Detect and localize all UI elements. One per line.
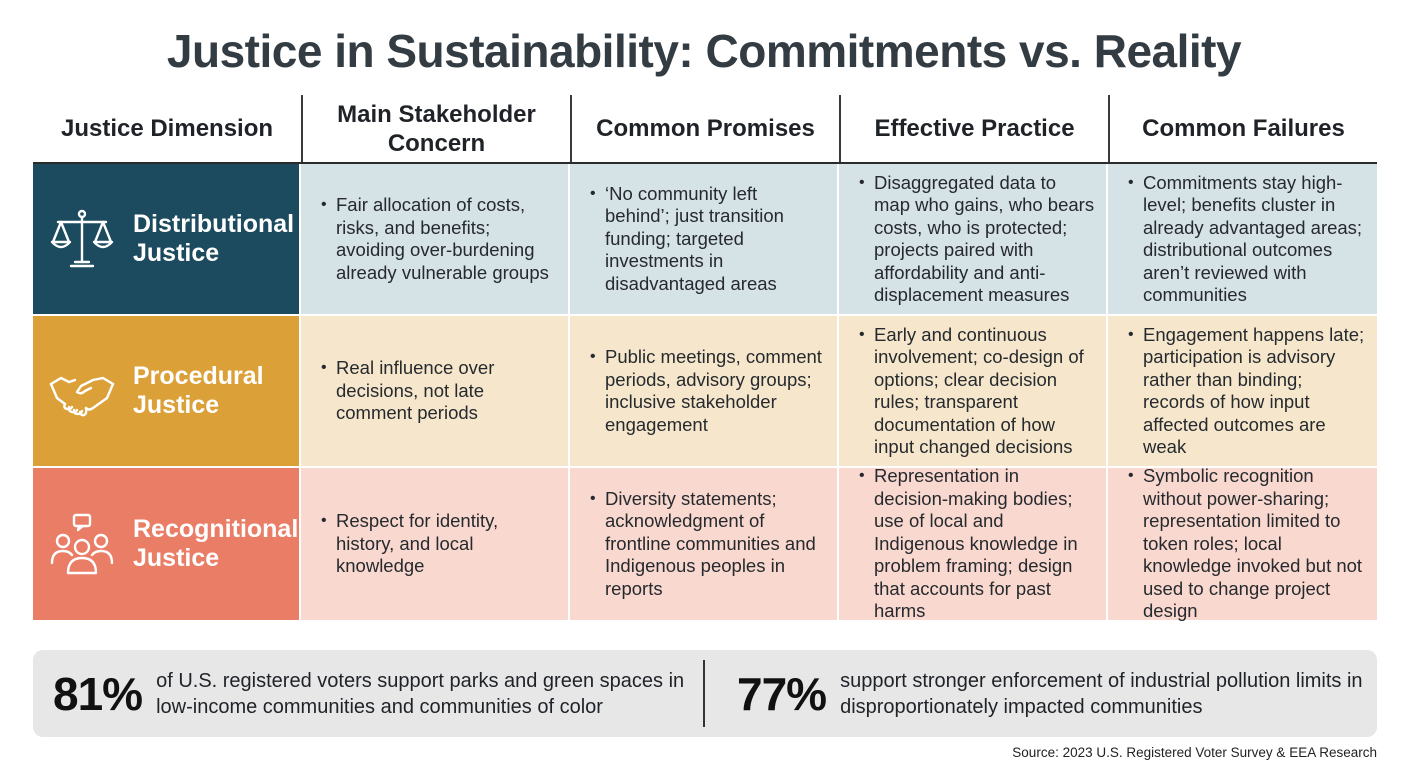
list-item: Engagement happens late; participation i…: [1128, 324, 1367, 459]
failures-cell: Engagement happens late; participation i…: [1108, 316, 1377, 466]
table-row-distributional: Distributional Justice Fair allocation o…: [33, 164, 1377, 316]
failures-cell: Symbolic recognition without power-shari…: [1108, 465, 1377, 623]
dimension-label: Recognitional Justice: [133, 515, 299, 572]
dimension-cell-distributional: Distributional Justice: [33, 164, 301, 314]
stat-block: 77% support stronger enforcement of indu…: [705, 667, 1377, 721]
failures-cell: Commitments stay high-level; benefits cl…: [1108, 164, 1377, 314]
stat-block: 81% of U.S. registered voters support pa…: [33, 667, 705, 721]
practice-cell: Early and continuous involvement; co-des…: [839, 316, 1108, 466]
list-item: Real influence over decisions, not late …: [321, 357, 558, 425]
header-common-failures: Common Failures: [1108, 95, 1377, 162]
dimension-label: Distributional Justice: [133, 210, 295, 267]
list-item: ‘No community left behind’; just transit…: [590, 183, 827, 296]
list-item: Diversity statements; acknowledgment of …: [590, 488, 827, 601]
practice-cell: Representation in decision-making bodies…: [839, 465, 1108, 623]
dimension-cell-procedural: Procedural Justice: [33, 316, 301, 466]
source-note: Source: 2023 U.S. Registered Voter Surve…: [1012, 745, 1377, 760]
handshake-icon: [49, 376, 115, 417]
promises-cell: ‘No community left behind’; just transit…: [570, 164, 839, 314]
scales-icon: [50, 209, 114, 268]
header-stakeholder-concern: Main Stakeholder Concern: [301, 95, 570, 162]
stat-value: 77%: [737, 667, 827, 720]
table-header-row: Justice Dimension Main Stakeholder Conce…: [33, 95, 1377, 164]
list-item: Commitments stay high-level; benefits cl…: [1128, 172, 1367, 307]
people-group-icon: [50, 513, 114, 575]
stat-value: 81%: [53, 667, 143, 720]
list-item: Early and continuous involvement; co-des…: [859, 324, 1096, 459]
stat-description: support stronger enforcement of industri…: [840, 669, 1363, 718]
table-row-procedural: Procedural Justice Real influence over d…: [33, 316, 1377, 468]
concern-cell: Real influence over decisions, not late …: [301, 316, 570, 466]
list-item: Public meetings, comment periods, adviso…: [590, 346, 827, 436]
dimension-label: Procedural Justice: [133, 362, 264, 419]
list-item: Disaggregated data to map who gains, who…: [859, 172, 1096, 307]
list-item: Symbolic recognition without power-shari…: [1128, 465, 1367, 623]
stats-banner: 81% of U.S. registered voters support pa…: [33, 650, 1377, 737]
list-item: Fair allocation of costs, risks, and ben…: [321, 194, 558, 284]
list-item: Respect for identity, history, and local…: [321, 510, 558, 578]
justice-table: Justice Dimension Main Stakeholder Conce…: [33, 95, 1377, 623]
header-justice-dimension: Justice Dimension: [60, 115, 274, 142]
header-effective-practice: Effective Practice: [839, 95, 1108, 162]
stat-description: of U.S. registered voters support parks …: [156, 669, 685, 718]
table-row-recognitional: Recognitional Justice Respect for identi…: [33, 465, 1377, 623]
promises-cell: Diversity statements; acknowledgment of …: [570, 468, 839, 620]
header-common-promises: Common Promises: [570, 95, 839, 162]
practice-cell: Disaggregated data to map who gains, who…: [839, 164, 1108, 314]
list-item: Representation in decision-making bodies…: [859, 465, 1096, 623]
promises-cell: Public meetings, comment periods, adviso…: [570, 316, 839, 466]
concern-cell: Respect for identity, history, and local…: [301, 468, 570, 620]
stats-divider: [703, 660, 705, 727]
page-title: Justice in Sustainability: Commitments v…: [166, 25, 1242, 77]
concern-cell: Fair allocation of costs, risks, and ben…: [301, 164, 570, 314]
dimension-cell-recognitional: Recognitional Justice: [33, 468, 301, 620]
